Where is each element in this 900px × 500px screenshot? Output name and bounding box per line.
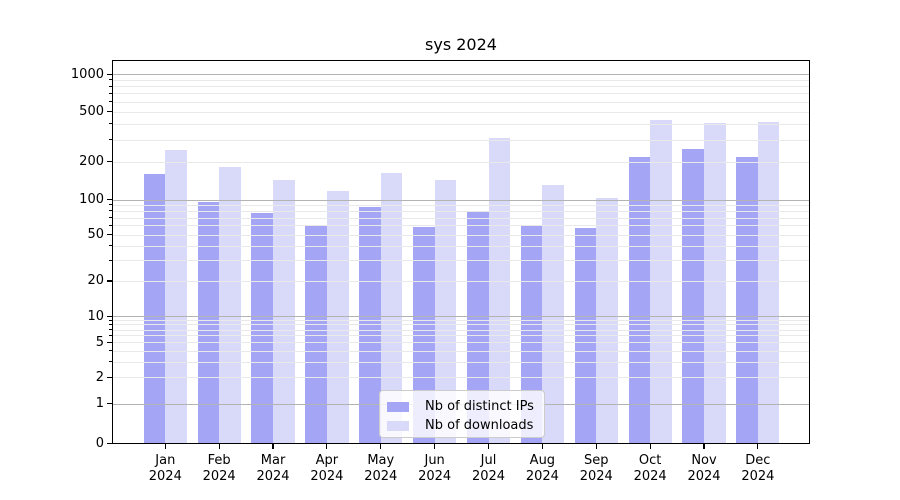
- y-tick-label-100: 100: [79, 192, 104, 207]
- x-tick-label-nov: Nov 2024: [687, 452, 721, 484]
- x-tick-may: [380, 443, 382, 449]
- legend-label-distinct-ips: Nb of distinct IPs: [425, 399, 534, 414]
- x-tick-jan: [164, 443, 166, 449]
- x-tick-label-mar: Mar 2024: [256, 452, 290, 484]
- x-tick-sep: [595, 443, 597, 449]
- x-tick-label-jun: Jun 2024: [418, 452, 452, 484]
- plot-border: [112, 60, 810, 444]
- y-tick-label-200: 200: [79, 154, 104, 170]
- x-tick-label-dec: Dec 2024: [741, 452, 775, 484]
- x-tick-label-jul: Jul 2024: [471, 452, 506, 484]
- y-tick-label-0: 0: [95, 436, 104, 451]
- x-tick-jun: [434, 443, 436, 449]
- y-tick-label-1000: 1000: [70, 66, 104, 82]
- y-tick-label-2: 2: [95, 369, 104, 385]
- x-tick-apr: [326, 443, 328, 449]
- x-tick-label-apr: Apr 2024: [310, 452, 344, 484]
- x-tick-label-oct: Oct 2024: [633, 452, 667, 484]
- x-tick-nov: [703, 443, 705, 449]
- y-tick-label-20: 20: [87, 273, 104, 289]
- legend-swatch-distinct-ips: [387, 401, 409, 412]
- legend-item-downloads: Nb of downloads: [387, 416, 536, 435]
- legend: Nb of distinct IPs Nb of downloads: [379, 390, 545, 438]
- legend-item-distinct-ips: Nb of distinct IPs: [387, 397, 536, 416]
- chart-title: sys 2024: [425, 35, 497, 54]
- x-tick-feb: [218, 443, 220, 449]
- x-tick-jul: [487, 443, 490, 449]
- legend-swatch-downloads: [387, 420, 409, 431]
- y-tick-label-1: 1: [95, 396, 104, 411]
- x-tick-label-sep: Sep 2024: [579, 452, 613, 484]
- x-tick-dec: [757, 443, 759, 449]
- x-tick-label-jan: Jan 2024: [148, 452, 182, 484]
- x-tick-aug: [541, 443, 543, 449]
- y-tick-label-5: 5: [95, 334, 104, 350]
- x-tick-label-feb: Feb 2024: [202, 452, 236, 484]
- x-tick-label-may: May 2024: [364, 452, 398, 484]
- x-tick-label-aug: Aug 2024: [525, 452, 559, 484]
- x-tick-oct: [649, 443, 651, 449]
- legend-label-downloads: Nb of downloads: [425, 418, 534, 433]
- y-tick-label-10: 10: [87, 308, 104, 324]
- y-tick-label-500: 500: [79, 104, 104, 120]
- y-tick-label-50: 50: [87, 227, 104, 243]
- x-tick-mar: [272, 443, 274, 449]
